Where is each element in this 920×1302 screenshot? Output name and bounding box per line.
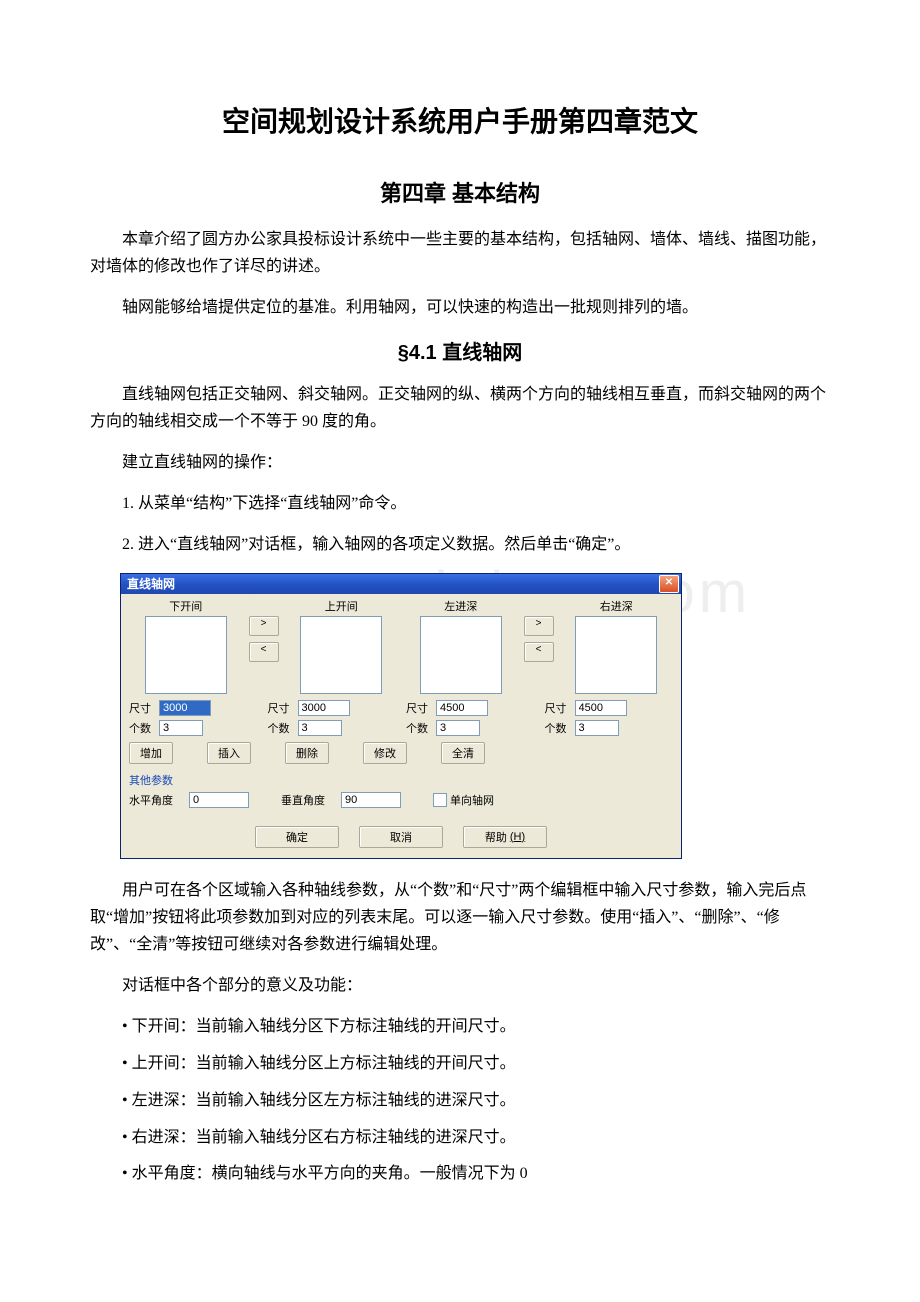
- step-1: 1. 从菜单“结构”下选择“直线轴网”命令。: [90, 490, 830, 517]
- chapter-title: 第四章 基本结构: [90, 176, 830, 208]
- count-label-4: 个数: [545, 720, 571, 736]
- move-left-button-2[interactable]: <: [524, 642, 554, 662]
- after-dialog-p1: 用户可在各个区域输入各种轴线参数，从“个数”和“尺寸”两个编辑框中输入尺寸参数，…: [90, 877, 830, 959]
- dialog-titlebar: 直线轴网 ✕: [121, 574, 681, 594]
- move-right-button-1[interactable]: >: [249, 616, 279, 636]
- listbox-lower-bay[interactable]: [145, 616, 227, 694]
- dialog-title: 直线轴网: [127, 575, 175, 592]
- h-angle-label: 水平角度: [129, 792, 177, 808]
- v-angle-input[interactable]: [341, 792, 401, 808]
- listbox-left-depth[interactable]: [420, 616, 502, 694]
- document-title: 空间规划设计系统用户手册第四章范文: [90, 100, 830, 140]
- delete-button[interactable]: 删除: [285, 742, 329, 764]
- count-input-1[interactable]: [159, 720, 203, 736]
- intro-paragraph-1: 本章介绍了圆方办公家具投标设计系统中一些主要的基本结构，包括轴网、墙体、墙线、描…: [90, 226, 830, 280]
- linear-axis-dialog: 直线轴网 ✕ 下开间 > < 上开间: [120, 573, 682, 859]
- cancel-button[interactable]: 取消: [359, 826, 443, 848]
- bullet-lower-bay: • 下开间：当前输入轴线分区下方标注轴线的开间尺寸。: [90, 1013, 830, 1042]
- single-axis-label: 单向轴网: [450, 792, 494, 808]
- help-button-label: 帮助: [485, 829, 507, 845]
- v-angle-label: 垂直角度: [281, 792, 329, 808]
- bullet-left-depth: • 左进深：当前输入轴线分区左方标注轴线的进深尺寸。: [90, 1087, 830, 1116]
- insert-button[interactable]: 插入: [207, 742, 251, 764]
- h-angle-input[interactable]: [189, 792, 249, 808]
- listbox-upper-bay[interactable]: [300, 616, 382, 694]
- other-params-label: 其他参数: [129, 772, 673, 788]
- bullet-h-angle: • 水平角度：横向轴线与水平方向的夹角。一般情况下为 0: [90, 1160, 830, 1189]
- bullet-right-depth: • 右进深：当前输入轴线分区右方标注轴线的进深尺寸。: [90, 1124, 830, 1153]
- count-input-3[interactable]: [436, 720, 480, 736]
- bullet-upper-bay: • 上开间：当前输入轴线分区上方标注轴线的开间尺寸。: [90, 1050, 830, 1079]
- ok-button[interactable]: 确定: [255, 826, 339, 848]
- intro-paragraph-2: 轴网能够给墙提供定位的基准。利用轴网，可以快速的构造出一批规则排列的墙。: [90, 294, 830, 321]
- count-input-2[interactable]: [298, 720, 342, 736]
- col-label-upper-bay: 上开间: [325, 598, 358, 614]
- size-label-1: 尺寸: [129, 700, 155, 716]
- close-icon[interactable]: ✕: [659, 575, 679, 593]
- add-button[interactable]: 增加: [129, 742, 173, 764]
- after-dialog-p2: 对话框中各个部分的意义及功能：: [90, 972, 830, 999]
- section-4-1-title: §4.1 直线轴网: [90, 336, 830, 365]
- col-label-left-depth: 左进深: [444, 598, 477, 614]
- size-label-3: 尺寸: [406, 700, 432, 716]
- count-label-1: 个数: [129, 720, 155, 736]
- col-label-right-depth: 右进深: [600, 598, 633, 614]
- size-input-2[interactable]: [298, 700, 350, 716]
- size-label-2: 尺寸: [268, 700, 294, 716]
- step-2: 2. 进入“直线轴网”对话框，输入轴网的各项定义数据。然后单击“确定”。: [90, 531, 830, 558]
- move-left-button-1[interactable]: <: [249, 642, 279, 662]
- listbox-right-depth[interactable]: [575, 616, 657, 694]
- move-right-button-2[interactable]: >: [524, 616, 554, 636]
- count-label-2: 个数: [268, 720, 294, 736]
- col-label-lower-bay: 下开间: [169, 598, 202, 614]
- column-lists-row: 下开间 > < 上开间 左进深: [129, 598, 673, 694]
- size-input-3[interactable]: [436, 700, 488, 716]
- section-4-1-desc: 直线轴网包括正交轴网、斜交轴网。正交轴网的纵、横两个方向的轴线相互垂直，而斜交轴…: [90, 381, 830, 435]
- size-input-4[interactable]: [575, 700, 627, 716]
- single-axis-checkbox[interactable]: [433, 793, 447, 807]
- modify-button[interactable]: 修改: [363, 742, 407, 764]
- section-4-1-ops-label: 建立直线轴网的操作：: [90, 449, 830, 476]
- count-input-4[interactable]: [575, 720, 619, 736]
- count-label-3: 个数: [406, 720, 432, 736]
- size-input-1[interactable]: [159, 700, 211, 716]
- clear-button[interactable]: 全清: [441, 742, 485, 764]
- help-button-key: (H): [510, 831, 525, 843]
- size-label-4: 尺寸: [545, 700, 571, 716]
- help-button[interactable]: 帮助 (H): [463, 826, 547, 848]
